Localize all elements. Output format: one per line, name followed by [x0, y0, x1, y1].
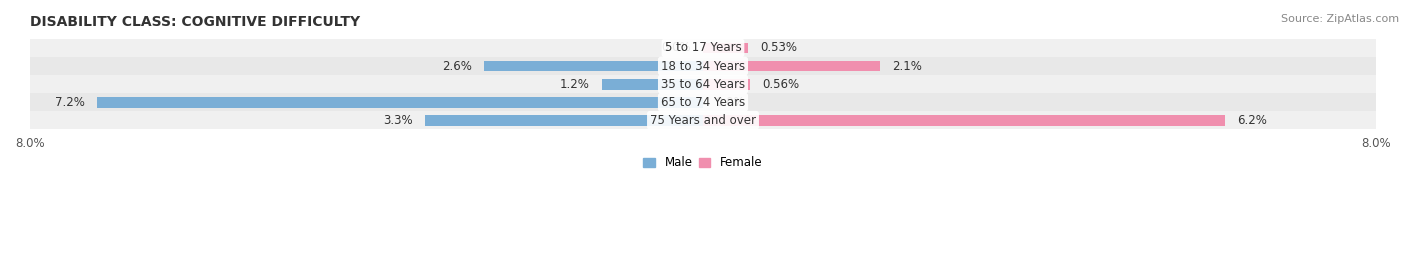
Text: 75 Years and over: 75 Years and over — [650, 114, 756, 127]
Text: 2.1%: 2.1% — [893, 60, 922, 73]
Bar — [703, 115, 1225, 126]
Text: 5 to 17 Years: 5 to 17 Years — [665, 42, 741, 55]
Text: 1.2%: 1.2% — [560, 78, 589, 91]
Text: 35 to 64 Years: 35 to 64 Years — [661, 78, 745, 91]
Bar — [30, 111, 1376, 129]
Bar — [30, 75, 1376, 93]
Bar — [703, 43, 748, 53]
Bar — [30, 57, 1376, 75]
Bar — [97, 97, 703, 108]
Text: 0.0%: 0.0% — [716, 96, 745, 109]
Text: 2.6%: 2.6% — [441, 60, 471, 73]
Bar — [425, 115, 703, 126]
Text: 3.3%: 3.3% — [382, 114, 413, 127]
Text: DISABILITY CLASS: COGNITIVE DIFFICULTY: DISABILITY CLASS: COGNITIVE DIFFICULTY — [30, 15, 360, 29]
Text: 0.53%: 0.53% — [761, 42, 797, 55]
Text: 6.2%: 6.2% — [1237, 114, 1267, 127]
Bar — [703, 79, 751, 90]
Text: 7.2%: 7.2% — [55, 96, 84, 109]
Text: 18 to 34 Years: 18 to 34 Years — [661, 60, 745, 73]
Bar — [30, 39, 1376, 57]
Bar — [484, 61, 703, 72]
Text: Source: ZipAtlas.com: Source: ZipAtlas.com — [1281, 14, 1399, 23]
Bar — [602, 79, 703, 90]
Legend: Male, Female: Male, Female — [638, 152, 768, 174]
Bar — [30, 93, 1376, 111]
Bar — [703, 61, 880, 72]
Text: 0.56%: 0.56% — [762, 78, 800, 91]
Text: 65 to 74 Years: 65 to 74 Years — [661, 96, 745, 109]
Text: 0.0%: 0.0% — [661, 42, 690, 55]
